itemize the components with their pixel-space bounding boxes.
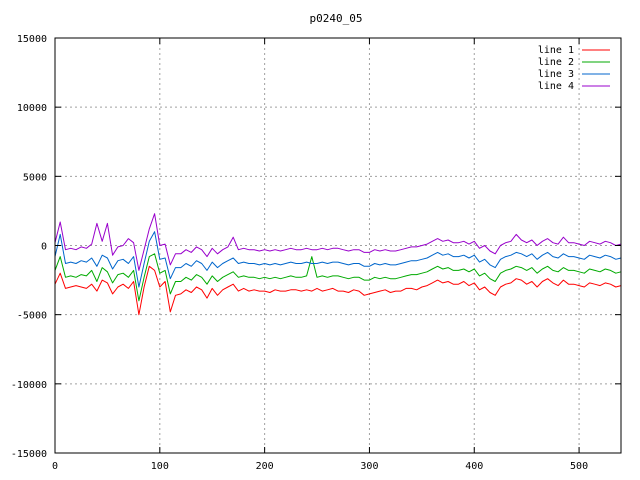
y-tick-label: 5000 <box>23 172 47 183</box>
series-line-2 <box>54 253 622 302</box>
legend-label-3: line 3 <box>538 69 574 80</box>
tick-layer: 0 100 200 300 400 500 -15000 -10000 -5000 0 5000 10… <box>11 34 621 472</box>
x-tick-label: 500 <box>570 461 588 472</box>
y-tick-label: -5000 <box>17 311 47 322</box>
legend-label-1: line 1 <box>538 45 574 56</box>
grid-layer <box>55 38 621 453</box>
x-tick-label: 300 <box>360 461 378 472</box>
y-tick-label: 10000 <box>17 103 47 114</box>
series-layer <box>54 213 622 316</box>
x-tick-label: 0 <box>52 461 58 472</box>
y-tick-label: -10000 <box>11 380 47 391</box>
x-tick-label: 100 <box>151 461 169 472</box>
y-tick-label: 15000 <box>17 34 47 45</box>
y-tick-label: 0 <box>41 242 47 253</box>
series-line-3 <box>54 231 622 288</box>
chart-title: p0240_05 <box>310 12 363 25</box>
y-tick-label: -15000 <box>11 449 47 460</box>
legend-label-2: line 2 <box>538 57 574 68</box>
series-line-4 <box>54 213 622 271</box>
legend-label-4: line 4 <box>538 81 574 92</box>
x-tick-label: 200 <box>256 461 274 472</box>
series-line-1 <box>54 265 622 316</box>
x-tick-label: 400 <box>465 461 483 472</box>
